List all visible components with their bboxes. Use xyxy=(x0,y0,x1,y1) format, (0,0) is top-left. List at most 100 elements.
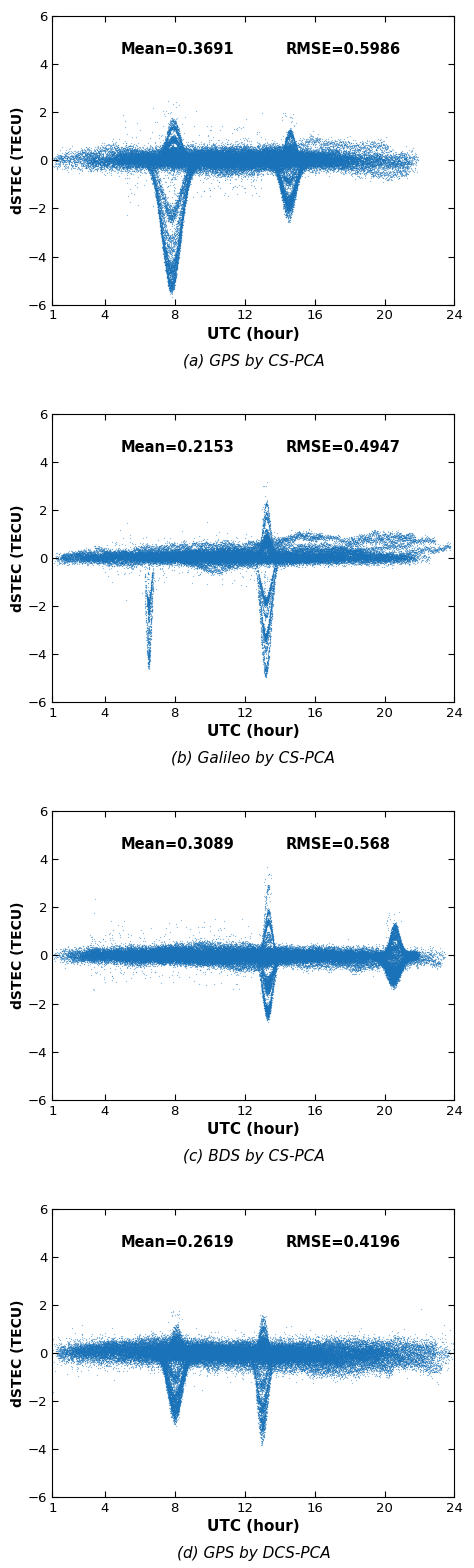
Point xyxy=(290,1347,298,1372)
Point xyxy=(143,946,150,971)
Point xyxy=(305,1341,313,1366)
Point xyxy=(138,1334,146,1359)
Point xyxy=(378,1361,385,1386)
Point xyxy=(301,141,309,166)
Point xyxy=(151,1342,158,1367)
Point xyxy=(346,546,353,571)
Point xyxy=(382,546,390,571)
Point xyxy=(257,536,265,561)
Point xyxy=(397,1347,404,1372)
Point xyxy=(260,1341,268,1366)
Point xyxy=(291,187,298,212)
Point xyxy=(327,547,335,572)
Point xyxy=(355,525,362,550)
Point xyxy=(372,546,379,571)
Point xyxy=(381,953,389,978)
Point xyxy=(205,1333,213,1358)
Point xyxy=(164,941,172,966)
Point xyxy=(235,939,242,964)
Point xyxy=(271,938,278,963)
Point xyxy=(384,1358,392,1383)
Point xyxy=(78,544,85,569)
Point xyxy=(267,936,275,961)
Point xyxy=(169,1300,176,1325)
Point xyxy=(204,947,212,972)
Point xyxy=(185,1339,192,1364)
Point xyxy=(407,944,414,969)
Point xyxy=(164,1338,172,1363)
Point xyxy=(163,1342,171,1367)
Point xyxy=(190,1347,197,1372)
Point xyxy=(327,1347,335,1372)
Point xyxy=(397,960,405,985)
Point xyxy=(272,547,280,572)
Point xyxy=(328,1334,336,1359)
Point xyxy=(282,1344,290,1369)
Point xyxy=(263,949,270,974)
Point xyxy=(222,1353,230,1378)
Point xyxy=(302,151,310,176)
Point xyxy=(403,944,411,969)
Point xyxy=(263,1333,271,1358)
Point xyxy=(312,944,319,969)
Point xyxy=(360,946,367,971)
Point xyxy=(268,942,276,967)
Point xyxy=(230,1336,237,1361)
Point xyxy=(294,163,302,188)
Point xyxy=(260,938,268,963)
Point xyxy=(219,1339,226,1364)
Point xyxy=(266,1341,274,1366)
Point xyxy=(213,155,221,180)
Point xyxy=(177,129,185,154)
Point xyxy=(266,1342,273,1367)
Point xyxy=(290,154,298,179)
Point xyxy=(340,1339,347,1364)
Point xyxy=(328,138,336,163)
Point xyxy=(201,1344,209,1369)
Point xyxy=(388,931,396,956)
Point xyxy=(182,1355,190,1380)
Point xyxy=(263,906,270,931)
Point xyxy=(314,546,322,571)
Point xyxy=(214,544,221,569)
Point xyxy=(256,157,264,182)
Point xyxy=(305,147,313,172)
Point xyxy=(378,533,385,558)
Point xyxy=(331,944,338,969)
Point xyxy=(288,541,295,566)
Point xyxy=(94,949,102,974)
Point xyxy=(261,499,268,524)
Point xyxy=(88,149,96,174)
Point xyxy=(287,194,295,220)
Point xyxy=(301,946,309,971)
Point xyxy=(180,1334,187,1359)
Point xyxy=(385,961,393,986)
Point xyxy=(336,1353,344,1378)
Point xyxy=(333,1338,341,1363)
Point xyxy=(230,1342,237,1367)
Point xyxy=(208,546,215,571)
Point xyxy=(168,1377,176,1402)
Point xyxy=(320,527,328,552)
Point xyxy=(255,1339,263,1364)
Point xyxy=(290,1344,298,1369)
Point xyxy=(253,530,261,555)
Point xyxy=(137,946,145,971)
Point xyxy=(240,1339,248,1364)
Point xyxy=(322,944,330,969)
Point xyxy=(295,162,302,187)
Point xyxy=(261,1344,268,1369)
Point xyxy=(365,525,372,550)
Point xyxy=(232,938,239,963)
Point xyxy=(265,938,273,963)
Point xyxy=(379,941,387,966)
Point xyxy=(402,154,410,179)
Point xyxy=(332,547,339,572)
Point xyxy=(227,1355,234,1380)
Point xyxy=(203,1347,210,1372)
Point xyxy=(117,944,125,969)
Point xyxy=(252,944,259,969)
Point xyxy=(85,1336,93,1361)
Point xyxy=(292,141,300,166)
Point xyxy=(171,256,179,281)
